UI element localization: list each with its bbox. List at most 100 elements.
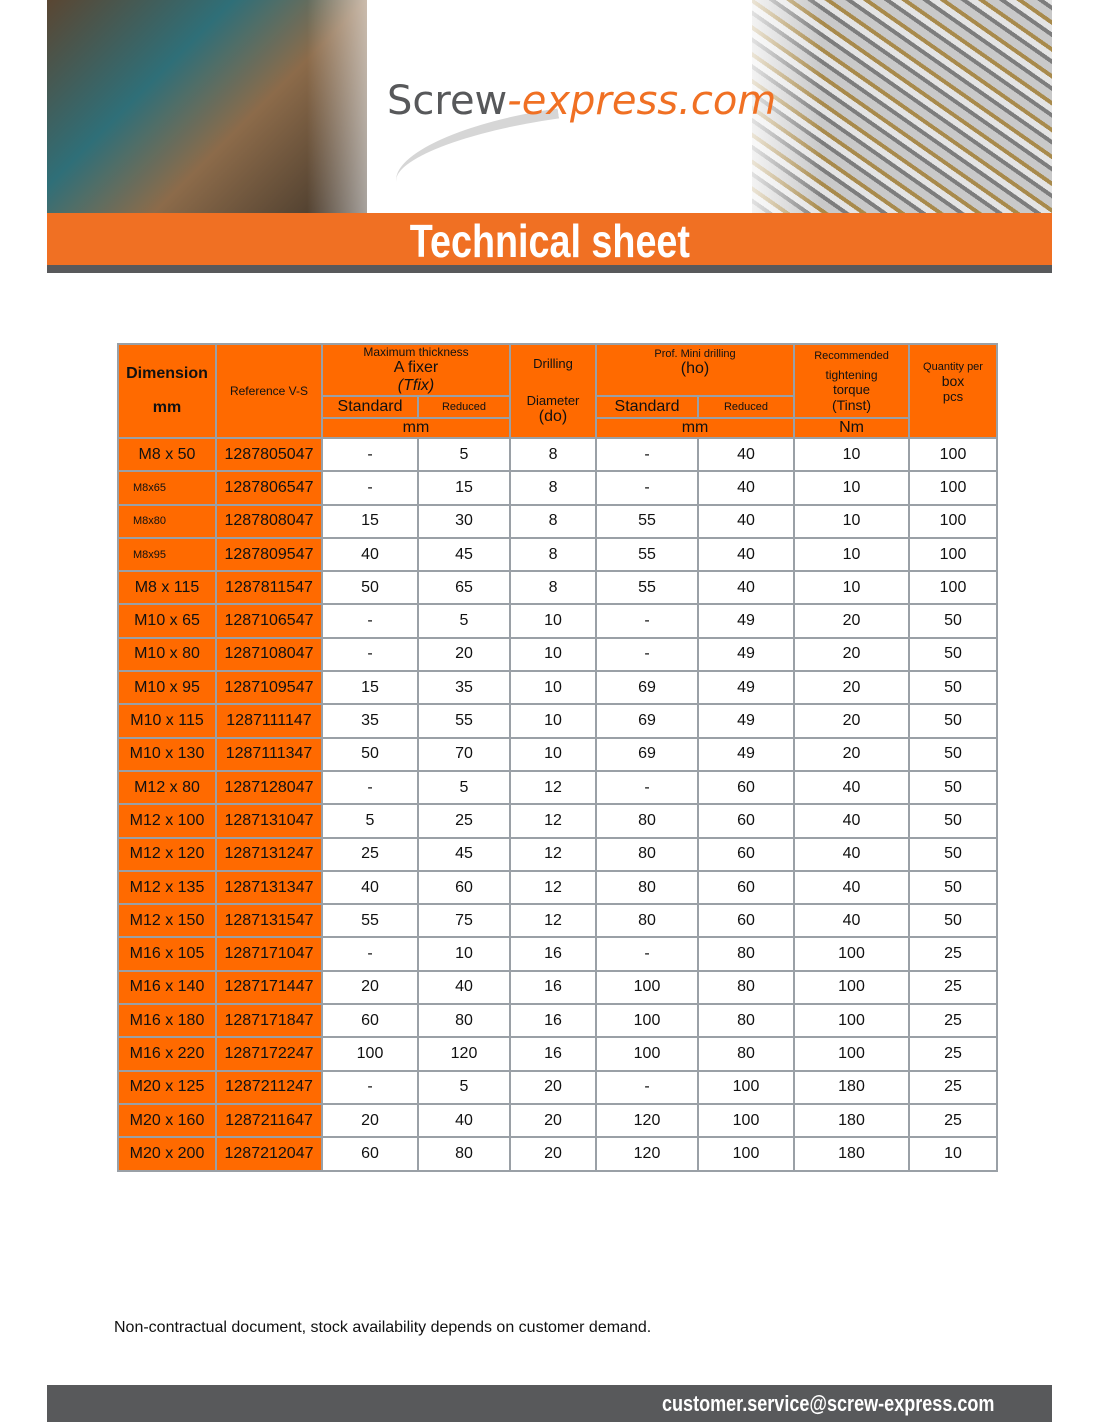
cell-reduced-depth: 80 [697, 1003, 796, 1039]
cell-quantity: 50 [908, 803, 999, 839]
cell-reduced-thickness: 65 [416, 570, 512, 606]
divider [47, 265, 1052, 273]
table-row: M12 x 150 1287131547 55 75 12 80 60 40 50 [117, 903, 999, 939]
cell-standard-depth: 69 [595, 736, 700, 772]
cell-drilling-diameter: 12 [509, 903, 598, 939]
cell-reference: 1287131347 [215, 869, 323, 906]
cell-reduced-thickness: 10 [416, 936, 512, 972]
cell-quantity: 50 [908, 903, 999, 939]
cell-quantity: 50 [908, 603, 999, 639]
cell-reduced-thickness: 80 [416, 1003, 512, 1039]
cell-reference: 1287172247 [215, 1036, 323, 1072]
cell-reduced-thickness: 5 [416, 436, 512, 473]
header-unit-nm: Nm [793, 417, 911, 439]
table-row: M10 x 130 1287111347 50 70 10 69 49 20 50 [117, 736, 999, 772]
cell-standard-depth: - [595, 436, 700, 473]
cell-reduced-depth: 60 [697, 769, 796, 806]
cell-drilling-diameter: 10 [509, 603, 598, 639]
header-prof-mini-drilling: Prof. Mini drilling (ho) [595, 343, 796, 397]
cell-quantity: 25 [908, 1003, 999, 1039]
cell-reference: 1287211247 [215, 1069, 323, 1105]
cell-standard-depth: 100 [595, 1003, 700, 1039]
cell-standard-depth: 55 [595, 536, 700, 573]
cell-standard-thickness: - [321, 936, 419, 972]
cell-drilling-diameter: 12 [509, 836, 598, 872]
cell-drilling-diameter: 20 [509, 1136, 598, 1172]
cell-reference: 1287811547 [215, 570, 323, 606]
cell-drilling-diameter: 8 [509, 570, 598, 606]
cell-quantity: 25 [908, 1036, 999, 1072]
cell-torque: 10 [793, 470, 911, 506]
cell-drilling-diameter: 8 [509, 436, 598, 473]
cell-reduced-depth: 60 [697, 903, 796, 939]
table-row: M20 x 200 1287212047 60 80 20 120 100 180 10 [117, 1136, 999, 1172]
cell-reduced-depth: 49 [697, 603, 796, 639]
cell-reduced-thickness: 5 [416, 769, 512, 806]
cell-standard-depth: 120 [595, 1136, 700, 1172]
cell-standard-thickness: - [321, 603, 419, 639]
cell-standard-thickness: - [321, 636, 419, 673]
cell-torque: 20 [793, 636, 911, 673]
footer: customer.service@screw-express.com [47, 1385, 1052, 1422]
cell-standard-thickness: 55 [321, 903, 419, 939]
cell-drilling-diameter: 16 [509, 1036, 598, 1072]
cell-drilling-diameter: 12 [509, 803, 598, 839]
cell-quantity: 50 [908, 670, 999, 706]
table-row: M20 x 160 1287211647 20 40 20 120 100 180 25 [117, 1102, 999, 1139]
cell-drilling-diameter: 8 [509, 470, 598, 506]
cell-torque: 100 [793, 1036, 911, 1072]
cell-standard-depth: 100 [595, 1036, 700, 1072]
title-bar: Technical sheet [47, 213, 1052, 267]
cell-reference: 1287805047 [215, 436, 323, 473]
cell-dimension: M10 x 80 [117, 636, 217, 673]
cell-standard-thickness: 25 [321, 836, 419, 872]
table-row: M16 x 220 1287172247 100 120 16 100 80 100 25 [117, 1036, 999, 1072]
cell-torque: 20 [793, 670, 911, 706]
cell-reference: 1287108047 [215, 636, 323, 673]
cell-reduced-thickness: 30 [416, 503, 512, 539]
cell-reference: 1287171447 [215, 969, 323, 1006]
cell-reduced-depth: 49 [697, 703, 796, 739]
cell-torque: 20 [793, 703, 911, 739]
cell-dimension: M8 x 50 [117, 436, 217, 473]
cell-standard-depth: 80 [595, 869, 700, 906]
table-row: M8 x 115 1287811547 50 65 8 55 40 10 100 [117, 570, 999, 606]
cell-standard-thickness: 15 [321, 503, 419, 539]
cell-standard-thickness: 60 [321, 1136, 419, 1172]
cell-drilling-diameter: 16 [509, 1003, 598, 1039]
cell-standard-thickness: 5 [321, 803, 419, 839]
cell-reduced-thickness: 60 [416, 869, 512, 906]
cell-reduced-depth: 100 [697, 1069, 796, 1105]
cell-standard-thickness: - [321, 1069, 419, 1105]
cell-torque: 180 [793, 1069, 911, 1105]
cell-standard-depth: 120 [595, 1102, 700, 1139]
banner: Screw-express.com [47, 0, 1052, 213]
cell-standard-thickness: - [321, 470, 419, 506]
cell-quantity: 25 [908, 1102, 999, 1139]
cell-reference: 1287131047 [215, 803, 323, 839]
cell-standard-thickness: 40 [321, 536, 419, 573]
cell-torque: 40 [793, 869, 911, 906]
cell-reduced-thickness: 25 [416, 803, 512, 839]
cell-torque: 180 [793, 1136, 911, 1172]
cell-reduced-thickness: 45 [416, 836, 512, 872]
cell-torque: 100 [793, 969, 911, 1006]
cell-reduced-depth: 100 [697, 1136, 796, 1172]
table-row: M8x80 1287808047 15 30 8 55 40 10 100 [117, 503, 999, 539]
cell-torque: 40 [793, 836, 911, 872]
contact-email[interactable]: customer.service@screw-express.com [661, 1391, 994, 1416]
cell-standard-thickness: 20 [321, 1102, 419, 1139]
cell-dimension: M12 x 80 [117, 769, 217, 806]
cell-drilling-diameter: 12 [509, 769, 598, 806]
cell-torque: 100 [793, 1003, 911, 1039]
cell-dimension: M20 x 200 [117, 1136, 217, 1172]
cell-dimension: M16 x 220 [117, 1036, 217, 1072]
cell-standard-depth: 80 [595, 836, 700, 872]
cell-standard-depth: - [595, 1069, 700, 1105]
cell-dimension: M8x95 [117, 536, 217, 573]
cell-standard-depth: 100 [595, 969, 700, 1006]
cell-quantity: 100 [908, 503, 999, 539]
table-row: M16 x 140 1287171447 20 40 16 100 80 100 25 [117, 969, 999, 1006]
cell-reference: 1287131547 [215, 903, 323, 939]
disclaimer-note: Non-contractual document, stock availabi… [114, 1319, 652, 1336]
